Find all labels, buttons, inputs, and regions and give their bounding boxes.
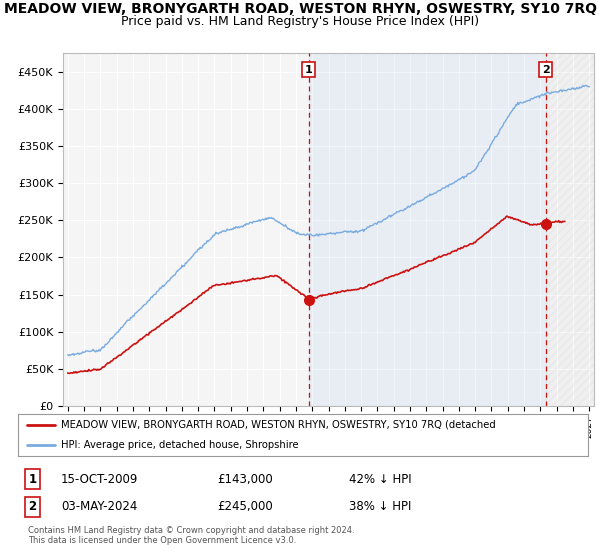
Text: 42% ↓ HPI: 42% ↓ HPI: [349, 473, 411, 486]
Text: 2: 2: [28, 501, 37, 514]
Text: Contains HM Land Registry data © Crown copyright and database right 2024.
This d: Contains HM Land Registry data © Crown c…: [28, 526, 355, 545]
Text: £143,000: £143,000: [218, 473, 273, 486]
Text: Price paid vs. HM Land Registry's House Price Index (HPI): Price paid vs. HM Land Registry's House …: [121, 15, 479, 27]
Text: 38% ↓ HPI: 38% ↓ HPI: [349, 501, 411, 514]
Text: 2: 2: [542, 64, 550, 74]
Text: 1: 1: [28, 473, 37, 486]
Bar: [546, 53, 597, 406]
Text: MEADOW VIEW, BRONYGARTH ROAD, WESTON RHYN, OSWESTRY, SY10 7RQ: MEADOW VIEW, BRONYGARTH ROAD, WESTON RHY…: [4, 2, 596, 16]
Text: HPI: Average price, detached house, Shropshire: HPI: Average price, detached house, Shro…: [61, 440, 298, 450]
Text: 1: 1: [305, 64, 313, 74]
Text: £245,000: £245,000: [218, 501, 273, 514]
Text: 03-MAY-2024: 03-MAY-2024: [61, 501, 137, 514]
Bar: [309, 53, 546, 406]
Text: MEADOW VIEW, BRONYGARTH ROAD, WESTON RHYN, OSWESTRY, SY10 7RQ (detached: MEADOW VIEW, BRONYGARTH ROAD, WESTON RHY…: [61, 420, 496, 430]
Text: 15-OCT-2009: 15-OCT-2009: [61, 473, 138, 486]
